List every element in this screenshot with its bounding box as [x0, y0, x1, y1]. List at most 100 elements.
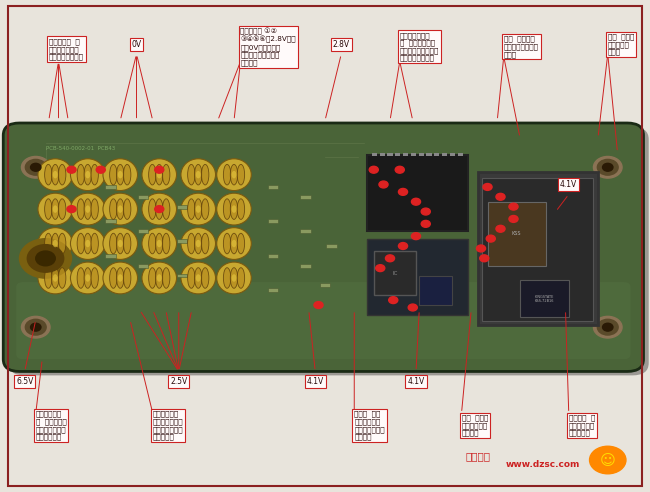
Circle shape	[411, 198, 421, 205]
Circle shape	[31, 323, 41, 331]
Ellipse shape	[224, 199, 231, 219]
Circle shape	[398, 243, 408, 249]
Ellipse shape	[155, 164, 163, 185]
Ellipse shape	[58, 199, 66, 219]
Text: KSS: KSS	[512, 231, 521, 236]
Circle shape	[421, 208, 430, 215]
Circle shape	[509, 203, 518, 210]
Ellipse shape	[110, 199, 117, 219]
Bar	[138, 264, 148, 268]
Ellipse shape	[118, 171, 123, 179]
Circle shape	[597, 319, 618, 335]
Bar	[138, 229, 148, 233]
Bar	[395, 153, 400, 156]
Ellipse shape	[202, 164, 209, 185]
Circle shape	[476, 245, 486, 252]
Ellipse shape	[77, 268, 84, 288]
Bar	[105, 254, 116, 258]
Ellipse shape	[224, 233, 231, 254]
Ellipse shape	[142, 262, 177, 294]
Bar	[482, 178, 593, 321]
Ellipse shape	[237, 199, 244, 219]
Ellipse shape	[51, 233, 59, 254]
Ellipse shape	[196, 274, 201, 282]
Circle shape	[21, 316, 50, 338]
Ellipse shape	[58, 233, 66, 254]
Circle shape	[31, 163, 41, 171]
Circle shape	[480, 255, 489, 262]
Ellipse shape	[77, 233, 84, 254]
Bar	[488, 202, 546, 266]
Ellipse shape	[142, 228, 177, 259]
Ellipse shape	[45, 268, 52, 288]
Ellipse shape	[230, 199, 238, 219]
Text: PCB-540-0002-01  PCB43: PCB-540-0002-01 PCB43	[46, 146, 115, 151]
Text: 边键  损坏成断
路将出现按键不出
等故障: 边键 损坏成断 路将出现按键不出 等故障	[504, 36, 539, 58]
Circle shape	[155, 206, 164, 213]
Bar	[105, 185, 116, 189]
Circle shape	[593, 156, 622, 178]
FancyBboxPatch shape	[16, 282, 630, 359]
Circle shape	[408, 304, 417, 311]
Circle shape	[411, 233, 421, 240]
Ellipse shape	[45, 164, 52, 185]
Text: 4.1V: 4.1V	[408, 377, 424, 386]
Ellipse shape	[70, 228, 105, 259]
Text: 6.5V: 6.5V	[16, 377, 33, 386]
Circle shape	[395, 166, 404, 173]
Bar	[105, 219, 116, 223]
Ellipse shape	[155, 233, 163, 254]
Text: IC: IC	[393, 271, 398, 276]
Bar	[367, 155, 468, 231]
Circle shape	[385, 255, 395, 262]
Ellipse shape	[103, 228, 138, 259]
Circle shape	[96, 166, 105, 173]
Ellipse shape	[70, 262, 105, 294]
Circle shape	[496, 193, 505, 200]
Bar	[320, 283, 330, 287]
Circle shape	[593, 316, 622, 338]
Bar	[326, 244, 337, 248]
Ellipse shape	[51, 268, 59, 288]
Ellipse shape	[118, 274, 123, 282]
Ellipse shape	[84, 233, 92, 254]
Ellipse shape	[58, 268, 66, 288]
Ellipse shape	[157, 240, 162, 247]
Ellipse shape	[194, 199, 202, 219]
Circle shape	[496, 225, 505, 232]
Circle shape	[369, 166, 378, 173]
Ellipse shape	[124, 233, 131, 254]
Bar	[374, 251, 416, 295]
Ellipse shape	[188, 233, 195, 254]
Ellipse shape	[194, 164, 202, 185]
Ellipse shape	[155, 268, 163, 288]
Ellipse shape	[162, 164, 170, 185]
Circle shape	[597, 159, 618, 175]
Text: 显示屏触点 ①②
③④⑤⑥为2.8V，其
余为0V，断线成接
触不好，将出现不显
示故障。: 显示屏触点 ①② ③④⑤⑥为2.8V，其 余为0V，断线成接 触不好，将出现不显…	[240, 28, 296, 66]
Bar	[419, 276, 452, 305]
Circle shape	[67, 166, 76, 173]
FancyBboxPatch shape	[3, 123, 644, 371]
Ellipse shape	[124, 199, 131, 219]
Ellipse shape	[196, 205, 201, 213]
Circle shape	[67, 206, 76, 213]
Circle shape	[421, 220, 430, 227]
Ellipse shape	[188, 164, 195, 185]
Text: 0V: 0V	[131, 40, 142, 49]
Bar	[367, 239, 468, 315]
Bar	[177, 274, 187, 277]
Ellipse shape	[162, 233, 170, 254]
Circle shape	[486, 235, 495, 242]
Ellipse shape	[70, 159, 105, 190]
Ellipse shape	[116, 268, 124, 288]
Bar	[177, 205, 187, 209]
Ellipse shape	[85, 205, 90, 213]
Text: 射频信号处理集
成  损坏成虚焊将
出现不能入网、不发
射、无信号故障。: 射频信号处理集 成 损坏成虚焊将 出现不能入网、不发 射、无信号故障。	[400, 32, 439, 62]
Ellipse shape	[162, 199, 170, 219]
Bar	[372, 153, 377, 156]
Ellipse shape	[149, 164, 156, 185]
Ellipse shape	[181, 193, 216, 225]
Ellipse shape	[155, 199, 163, 219]
Bar	[434, 153, 439, 156]
Ellipse shape	[118, 240, 123, 247]
